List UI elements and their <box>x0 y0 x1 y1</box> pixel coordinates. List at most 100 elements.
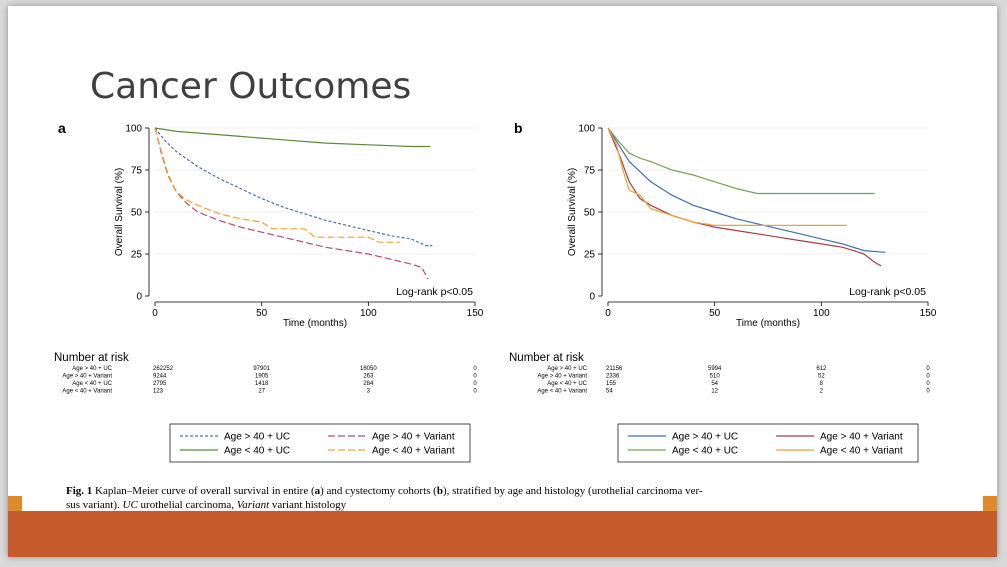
y-tick-label-a-75: 75 <box>131 166 143 177</box>
risk-cell-b-2-1: 54 <box>711 381 718 387</box>
risk-cell-b-0-1: 5994 <box>708 366 722 372</box>
risk-cell-b-2-3: 0 <box>926 381 930 387</box>
risk-row-label-b-3: Age < 40 + Variant <box>537 389 587 395</box>
risk-cell-b-3-3: 0 <box>926 389 930 395</box>
y-tick-label-a-0: 0 <box>136 292 142 303</box>
legend-label-b-3: Age < 40 + Variant <box>820 446 903 457</box>
accent-tick-left <box>8 496 22 511</box>
risk-row-label-a-0: Age > 40 + UC <box>72 366 112 372</box>
risk-cell-a-1-2: 263 <box>363 374 374 380</box>
caption-text-2: ) and cystectomy cohorts ( <box>320 485 437 497</box>
y-tick-label-b-0: 0 <box>589 292 595 303</box>
risk-cell-b-1-2: 52 <box>818 374 825 380</box>
slide-title: Cancer Outcomes <box>90 66 412 107</box>
chart-b: b 0 25 50 75 100 0 50 100 150 Time (months) Overall… <box>509 120 937 463</box>
x-tick-label-b-150: 150 <box>920 308 937 319</box>
y-tick-label-b-25: 25 <box>584 250 596 261</box>
y-tick-label-b-100: 100 <box>578 124 595 135</box>
legend-box-a <box>169 423 471 463</box>
x-tick-label-a-150: 150 <box>467 308 484 319</box>
risk-row-label-b-2: Age < 40 + UC <box>547 381 587 387</box>
x-axis-label-b: Time (months) <box>736 318 800 329</box>
caption-bold-b: b <box>436 485 443 497</box>
risk-cell-a-0-2: 16050 <box>360 366 377 372</box>
panel-letter-a: a <box>58 120 66 136</box>
km-chart-panel-a: a 0 25 50 75 100 0 50 100 150 Time (months) Overall… <box>54 120 484 463</box>
risk-cell-a-1-0: 9244 <box>153 374 167 380</box>
risk-row-label-a-2: Age < 40 + UC <box>72 381 112 387</box>
risk-row-label-b-0: Age > 40 + UC <box>547 366 587 372</box>
risk-table-header-b: Number at risk <box>509 352 584 364</box>
series-line-b-1 <box>607 127 882 267</box>
risk-cell-a-0-3: 0 <box>473 366 477 372</box>
risk-cell-a-1-3: 0 <box>473 374 477 380</box>
y-tick-label-b-75: 75 <box>584 166 596 177</box>
legend-label-b-2: Age < 40 + UC <box>672 446 738 457</box>
legend-label-a-2: Age < 40 + UC <box>224 446 290 457</box>
caption-text-1: Kaplan–Meier curve of overall survival i… <box>92 485 315 497</box>
legend-label-a-0: Age > 40 + UC <box>224 432 290 443</box>
caption-italic-variant: Variant <box>236 499 270 511</box>
risk-cell-a-3-3: 0 <box>473 389 477 395</box>
risk-cell-a-2-0: 2795 <box>153 381 167 387</box>
panel-letter-b: b <box>514 120 523 136</box>
legend-label-a-1: Age > 40 + Variant <box>372 432 455 443</box>
series-line-b-2 <box>607 127 875 195</box>
x-tick-label-b-0: 0 <box>605 308 611 319</box>
risk-cell-a-3-0: 123 <box>153 389 164 395</box>
caption-italic-uc: UC <box>122 499 138 511</box>
slide: Cancer Outcomes a 0 25 50 75 100 0 50 100 150 Time… <box>8 6 997 557</box>
legend-box-b <box>617 423 919 463</box>
risk-cell-b-2-2: 8 <box>820 381 824 387</box>
x-tick-label-a-50: 50 <box>256 308 268 319</box>
series-line-a-2 <box>154 127 431 148</box>
caption-bold-a: a <box>314 485 321 497</box>
caption-text-4: sus variant). <box>66 499 123 511</box>
risk-cell-b-0-2: 612 <box>816 366 827 372</box>
risk-cell-b-3-1: 12 <box>711 389 718 395</box>
y-tick-label-b-50: 50 <box>584 208 596 219</box>
logrank-annotation-b: Log-rank p<0.05 <box>849 286 926 298</box>
x-axis-label-a: Time (months) <box>283 318 347 329</box>
y-tick-label-a-50: 50 <box>131 208 143 219</box>
caption-text-5: urothelial carcinoma, <box>137 499 237 511</box>
legend-label-b-1: Age > 40 + Variant <box>820 432 903 443</box>
risk-cell-a-2-1: 1418 <box>255 381 269 387</box>
risk-cell-a-3-1: 27 <box>258 389 265 395</box>
x-tick-label-b-50: 50 <box>709 308 721 319</box>
risk-cell-b-1-3: 0 <box>926 374 930 380</box>
x-tick-label-a-0: 0 <box>152 308 158 319</box>
risk-cell-a-3-2: 3 <box>367 389 371 395</box>
risk-row-label-a-3: Age < 40 + Variant <box>62 389 112 395</box>
risk-cell-a-0-0: 262252 <box>153 366 174 372</box>
risk-cell-b-0-0: 21156 <box>606 366 623 372</box>
risk-cell-a-0-1: 97901 <box>253 366 270 372</box>
risk-cell-a-1-1: 1905 <box>255 374 269 380</box>
risk-cell-b-3-2: 2 <box>820 389 824 395</box>
figure-caption: Fig. 1 Kaplan–Meier curve of overall sur… <box>66 484 966 512</box>
y-tick-label-a-100: 100 <box>125 124 142 135</box>
legend-label-a-3: Age < 40 + Variant <box>372 446 455 457</box>
risk-table-header-a: Number at risk <box>54 352 129 364</box>
chart-a: a 0 25 50 75 100 0 50 100 150 Time (months) Overall… <box>54 120 484 463</box>
series-line-a-3 <box>154 127 401 243</box>
risk-cell-b-1-0: 2336 <box>606 374 620 380</box>
caption-fig-label: Fig. 1 <box>66 485 93 497</box>
risk-row-label-a-1: Age > 40 + Variant <box>62 374 112 380</box>
risk-cell-b-2-0: 155 <box>606 381 617 387</box>
risk-cell-a-2-2: 284 <box>363 381 374 387</box>
caption-text-6: variant histology <box>269 499 347 511</box>
y-axis-label-b: Overall Survival (%) <box>567 168 578 256</box>
risk-cell-b-0-3: 0 <box>926 366 930 372</box>
series-line-b-3 <box>607 127 847 226</box>
x-tick-label-a-100: 100 <box>360 308 377 319</box>
km-chart-panel-b: b 0 25 50 75 100 0 50 100 150 Time (months) Overall… <box>509 120 937 463</box>
y-tick-label-a-25: 25 <box>131 250 143 261</box>
series-line-b-0 <box>607 127 886 253</box>
risk-cell-b-3-0: 54 <box>606 389 613 395</box>
x-tick-label-b-100: 100 <box>813 308 830 319</box>
risk-cell-b-1-1: 510 <box>710 374 721 380</box>
y-axis-label-a: Overall Survival (%) <box>114 168 125 256</box>
logrank-annotation-a: Log-rank p<0.05 <box>396 286 473 298</box>
risk-cell-a-2-3: 0 <box>473 381 477 387</box>
